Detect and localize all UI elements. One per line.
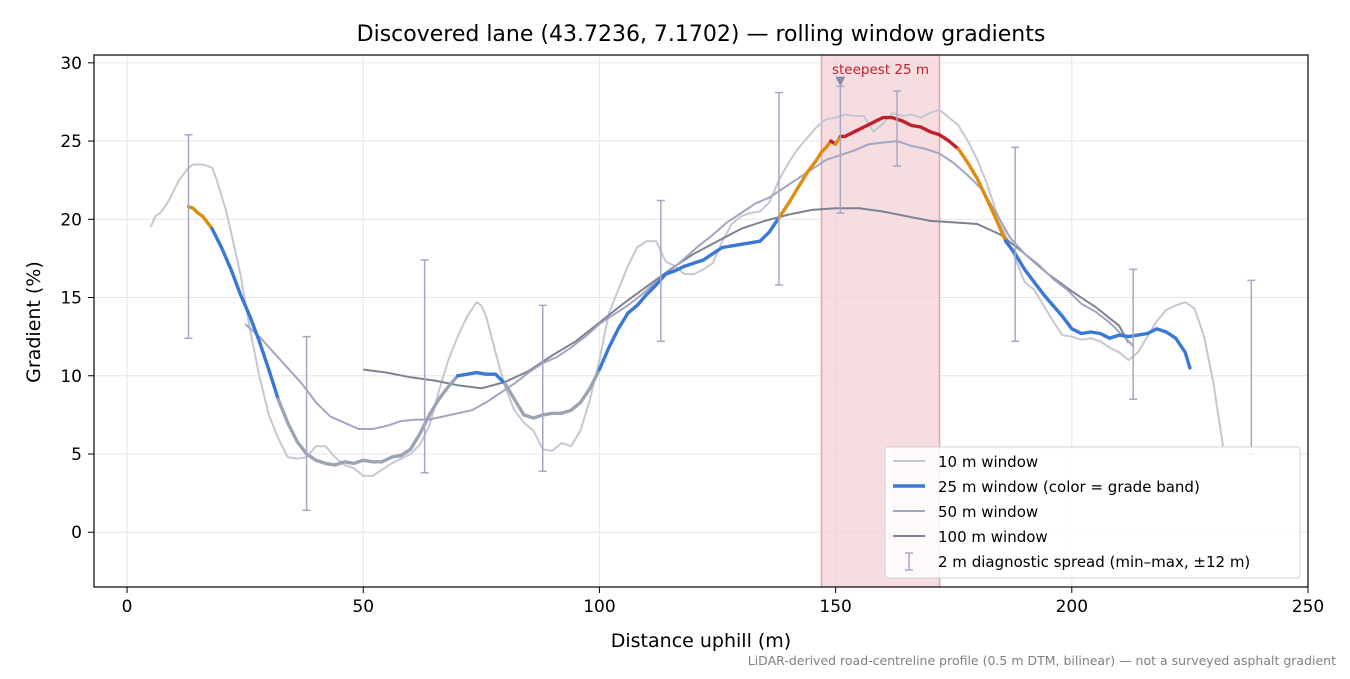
series-line-10m [149,108,1224,477]
chart-title: Discovered lane (43.7236, 7.1702) — roll… [357,22,1046,47]
errorbar [420,259,429,474]
series-line-25m-segment [597,215,781,372]
x-tick-label: 250 [1292,597,1324,617]
legend-label-100m: 100 m window [938,528,1048,546]
y-tick-label: 20 [60,210,82,230]
x-tick-label: 150 [819,597,851,617]
series-line-25m-segment [456,370,507,386]
x-axis-label: Distance uphill (m) [611,630,791,652]
errorbar-layer [184,85,1256,512]
legend-label-50m: 50 m window [938,503,1038,521]
legend-swatches [893,460,925,571]
steepest-label: steepest 25 m [832,62,929,78]
errorbar [774,91,783,286]
legend-label-10m: 10 m window [938,453,1038,471]
errorbar [893,90,902,167]
errorbar [836,85,845,214]
y-tick-label: 30 [60,54,82,74]
y-tick-label: 5 [71,445,82,465]
x-tick-label: 0 [122,597,133,617]
x-tick-label: 100 [583,597,615,617]
x-tick-label: 50 [352,597,374,617]
legend-label-25m: 25 m window (color = grade band) [938,478,1200,496]
legend: 10 m window 25 m window (color = grade b… [884,446,1301,579]
series-line-25m-segment [1004,239,1192,370]
errorbar [1011,146,1020,343]
y-tick-label: 15 [60,289,82,309]
errorbar [656,199,665,343]
y-tick-label: 10 [60,367,82,387]
y-axis-label: Gradient (%) [23,261,45,383]
errorbar [302,335,311,512]
legend-label-spread: 2 m diagnostic spread (min–max, ±12 m) [938,553,1250,571]
y-tick-label: 0 [71,523,82,543]
steepest-marker [835,76,846,87]
series-layer [149,108,1224,477]
errorbar [538,304,547,472]
ticks: 0 50 100 150 200 250 0 5 10 15 20 25 30 [60,54,1324,617]
series-line-25m-segment [956,147,1008,243]
plot-frame [93,54,1309,588]
errorbar [184,134,193,339]
x-tick-label: 200 [1056,597,1088,617]
series-line-100m [363,207,1130,390]
series-line-25m-segment [276,374,460,467]
series-line-25m-segment [777,139,833,220]
series-line-25m-segment [186,205,214,231]
series-line-25m-segment [210,226,280,401]
series-line-25m-segment [503,367,602,420]
legend-box [884,446,1301,579]
errorbar [1129,268,1138,400]
y-tick-label: 25 [60,132,82,152]
footnote: LiDAR-derived road-centreline profile (0… [748,653,1336,668]
